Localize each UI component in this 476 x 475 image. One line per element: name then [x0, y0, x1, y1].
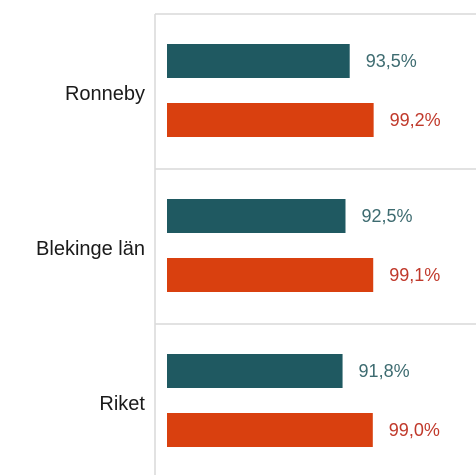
- labels: Ronneby 93,5% 99,2% Blekinge län 92,5% 99,1% R…: [36, 51, 441, 440]
- bar: [167, 258, 374, 292]
- data-label: 91,8%: [359, 361, 410, 381]
- bar: [167, 103, 374, 137]
- category-label: Riket: [99, 393, 145, 415]
- data-label: 92,5%: [362, 206, 413, 226]
- gridlines: [154, 13, 476, 475]
- category-label: Blekinge län: [36, 238, 145, 260]
- bar: [167, 413, 373, 447]
- data-label: 93,5%: [366, 51, 417, 71]
- category-label: Ronneby: [65, 83, 145, 105]
- data-label: 99,0%: [389, 420, 440, 440]
- data-label: 99,2%: [390, 110, 441, 130]
- data-label: 99,1%: [389, 265, 440, 285]
- bar: [167, 199, 346, 233]
- bars: [167, 44, 374, 447]
- bar: [167, 354, 343, 388]
- bar: [167, 44, 350, 78]
